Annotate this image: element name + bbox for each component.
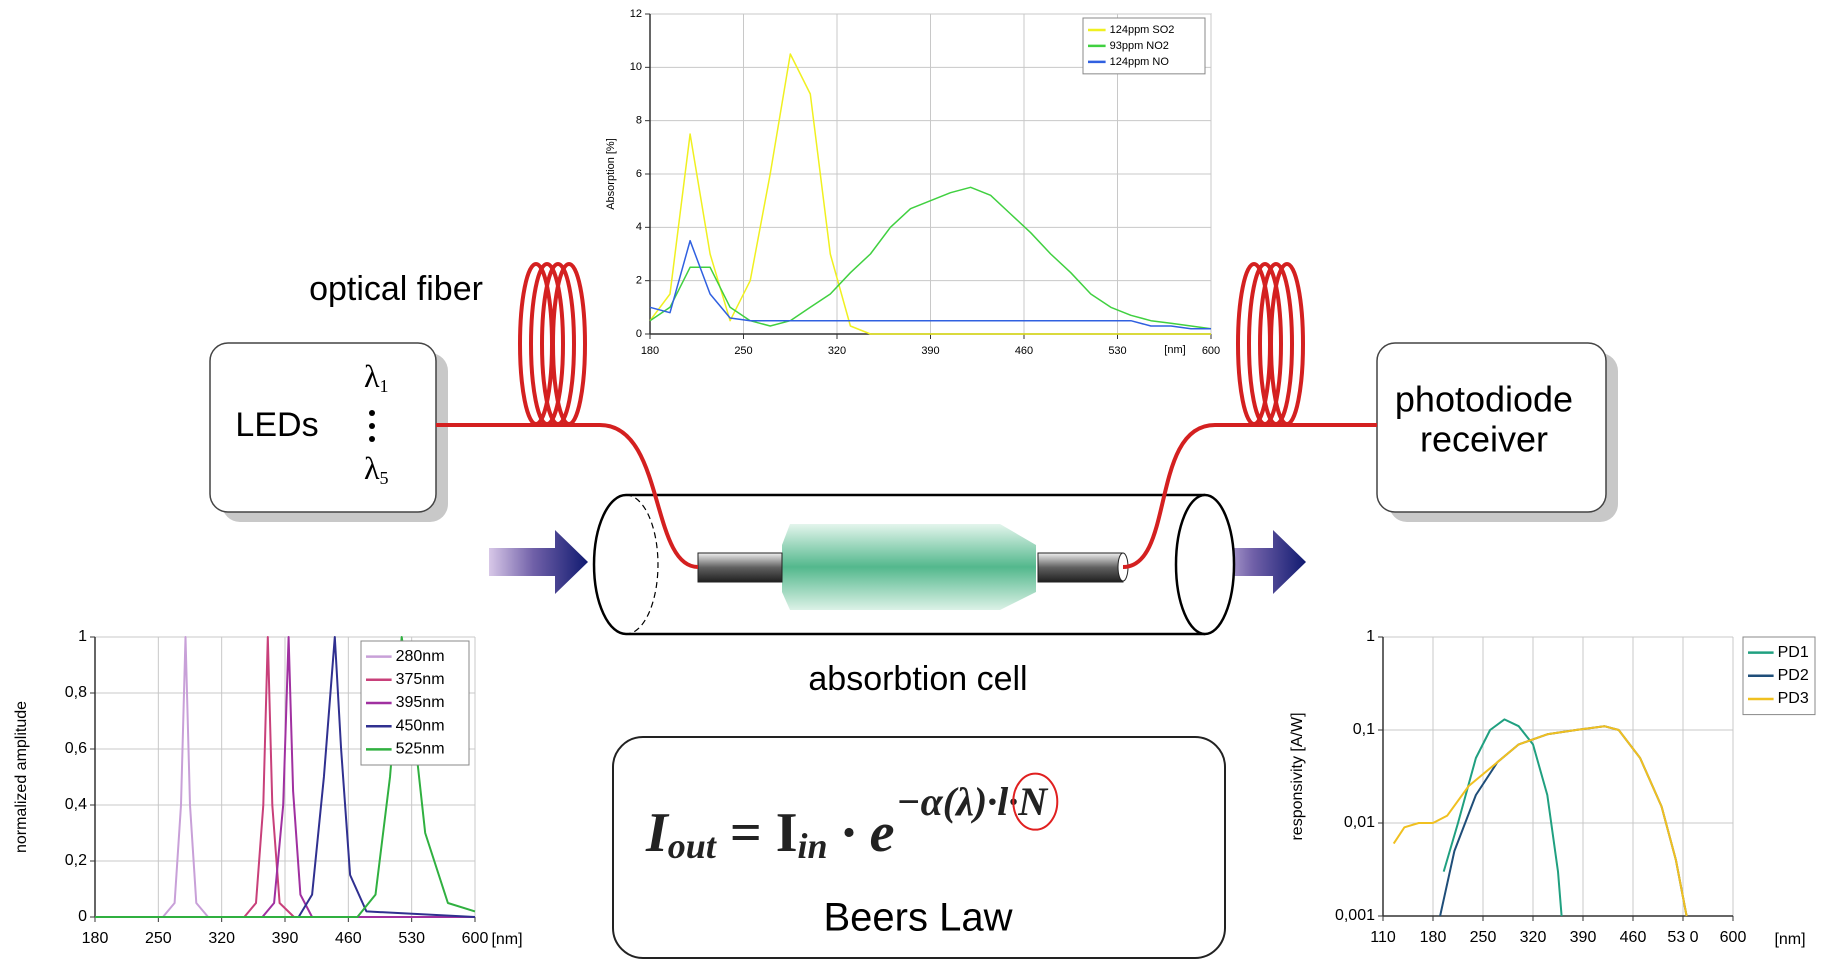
- data-line: [649, 53, 1211, 335]
- fiber-tube: [697, 552, 783, 583]
- data-line: [95, 636, 476, 918]
- y-tick-label: 2: [636, 275, 642, 287]
- x-tick-label: 460: [1015, 345, 1033, 357]
- fiber-label: optical fiber: [309, 270, 483, 308]
- formula-box: [612, 736, 1226, 959]
- x-tick-label: 530: [1108, 345, 1126, 357]
- dot: [369, 410, 375, 416]
- y-tick-label: 12: [630, 8, 642, 20]
- x-tick-label: 250: [145, 930, 172, 947]
- legend-label: PD2: [1778, 667, 1809, 684]
- x-tick-label: 320: [1520, 929, 1547, 946]
- y-tick-label: 0,01: [1344, 814, 1375, 831]
- legend-label: PD3: [1778, 690, 1809, 707]
- law-label: Beers Law: [824, 896, 1013, 940]
- legend-label: 375nm: [396, 671, 445, 688]
- y-axis-label: Absorption [%]: [605, 138, 617, 210]
- x-tick-label: 460: [335, 930, 362, 947]
- data-line: [649, 239, 1211, 330]
- y-tick-label: 0,2: [65, 852, 87, 869]
- y-tick-label: 0,1: [1353, 721, 1375, 738]
- x-tick-label: 180: [82, 930, 109, 947]
- fiber-coil: [518, 262, 587, 426]
- dot: [369, 423, 375, 429]
- legend-label: 450nm: [396, 717, 445, 734]
- gas-volume: [782, 524, 1036, 610]
- fiber: [1122, 423, 1377, 569]
- x-tick-label: 110: [1370, 929, 1396, 946]
- x-tick-label: 53 0: [1667, 929, 1698, 946]
- legend-label: 124ppm SO2: [1110, 24, 1175, 36]
- arrow-in: [489, 530, 588, 594]
- data-line: [95, 636, 475, 918]
- data-line: [95, 636, 475, 918]
- y-tick-label: 0: [636, 328, 642, 340]
- x-tick-label: 390: [1570, 929, 1597, 946]
- x-tick-label: 180: [1420, 929, 1447, 946]
- y-tick-label: 0,4: [65, 796, 87, 813]
- fiber-tube: [1037, 552, 1124, 583]
- x-tick-label: 320: [208, 930, 235, 947]
- x-tick-label: 250: [1470, 929, 1497, 946]
- legend-label: 93ppm NO2: [1110, 40, 1169, 52]
- data-line: [1392, 725, 1688, 917]
- y-axis-label: responsivity [A/W]: [1289, 712, 1306, 840]
- data-line: [1442, 718, 1563, 917]
- y-tick-label: 10: [630, 61, 642, 73]
- y-tick-label: 0,6: [65, 740, 87, 757]
- y-tick-label: 8: [636, 115, 642, 127]
- cell-end: [1174, 493, 1236, 636]
- x-axis-label: [nm]: [491, 931, 522, 948]
- cell-end: [625, 494, 659, 635]
- x-tick-label: 600: [1202, 345, 1220, 357]
- cell-end: [592, 493, 627, 636]
- x-axis-label: [nm]: [1774, 931, 1805, 948]
- y-tick-label: 0,8: [65, 684, 87, 701]
- formula-exponent: −α(λ)·l·N: [896, 779, 1049, 824]
- x-axis-label: [nm]: [1164, 344, 1185, 356]
- y-tick-label: 0: [78, 908, 87, 925]
- x-tick-label: 250: [734, 345, 752, 357]
- arrow-out: [1210, 530, 1306, 594]
- dot: [369, 436, 375, 442]
- lambda-first: λ1: [364, 358, 389, 396]
- lambda-last: λ5: [364, 450, 389, 488]
- cell-label: absorbtion cell: [808, 660, 1027, 698]
- fiber-coil: [1236, 262, 1305, 426]
- y-tick-label: 4: [636, 221, 642, 233]
- x-tick-label: 460: [1620, 929, 1647, 946]
- led-label: LEDs: [235, 406, 318, 444]
- legend-label: 124ppm NO: [1110, 56, 1170, 68]
- y-tick-label: 0,001: [1335, 907, 1375, 924]
- legend-label: 525nm: [396, 741, 445, 758]
- y-tick-label: 6: [636, 168, 642, 180]
- legend-label: 395nm: [396, 694, 445, 711]
- data-line: [95, 636, 475, 918]
- x-tick-label: 180: [641, 345, 659, 357]
- highlight-circle: [1012, 772, 1059, 831]
- y-axis-label: normalized amplitude: [13, 701, 30, 853]
- legend-label: PD1: [1778, 644, 1809, 661]
- data-line: [95, 636, 476, 918]
- cell-body: [626, 493, 1205, 636]
- x-tick-label: 390: [921, 345, 939, 357]
- x-tick-label: 600: [462, 930, 489, 947]
- fiber: [436, 423, 699, 569]
- x-tick-label: 600: [1720, 929, 1747, 946]
- y-tick-label: 1: [78, 628, 87, 645]
- formula: Iout = Iin · e: [645, 802, 894, 866]
- receiver-box: [1376, 342, 1607, 513]
- x-tick-label: 530: [398, 930, 425, 947]
- legend-label: 280nm: [396, 648, 445, 665]
- y-tick-label: 1: [1366, 628, 1375, 645]
- data-line: [649, 186, 1212, 330]
- x-tick-label: 320: [828, 345, 846, 357]
- receiver-label: receiver: [1420, 419, 1548, 460]
- led-box: [209, 342, 437, 513]
- x-tick-label: 390: [272, 930, 299, 947]
- receiver-label: photodiode: [1395, 379, 1573, 420]
